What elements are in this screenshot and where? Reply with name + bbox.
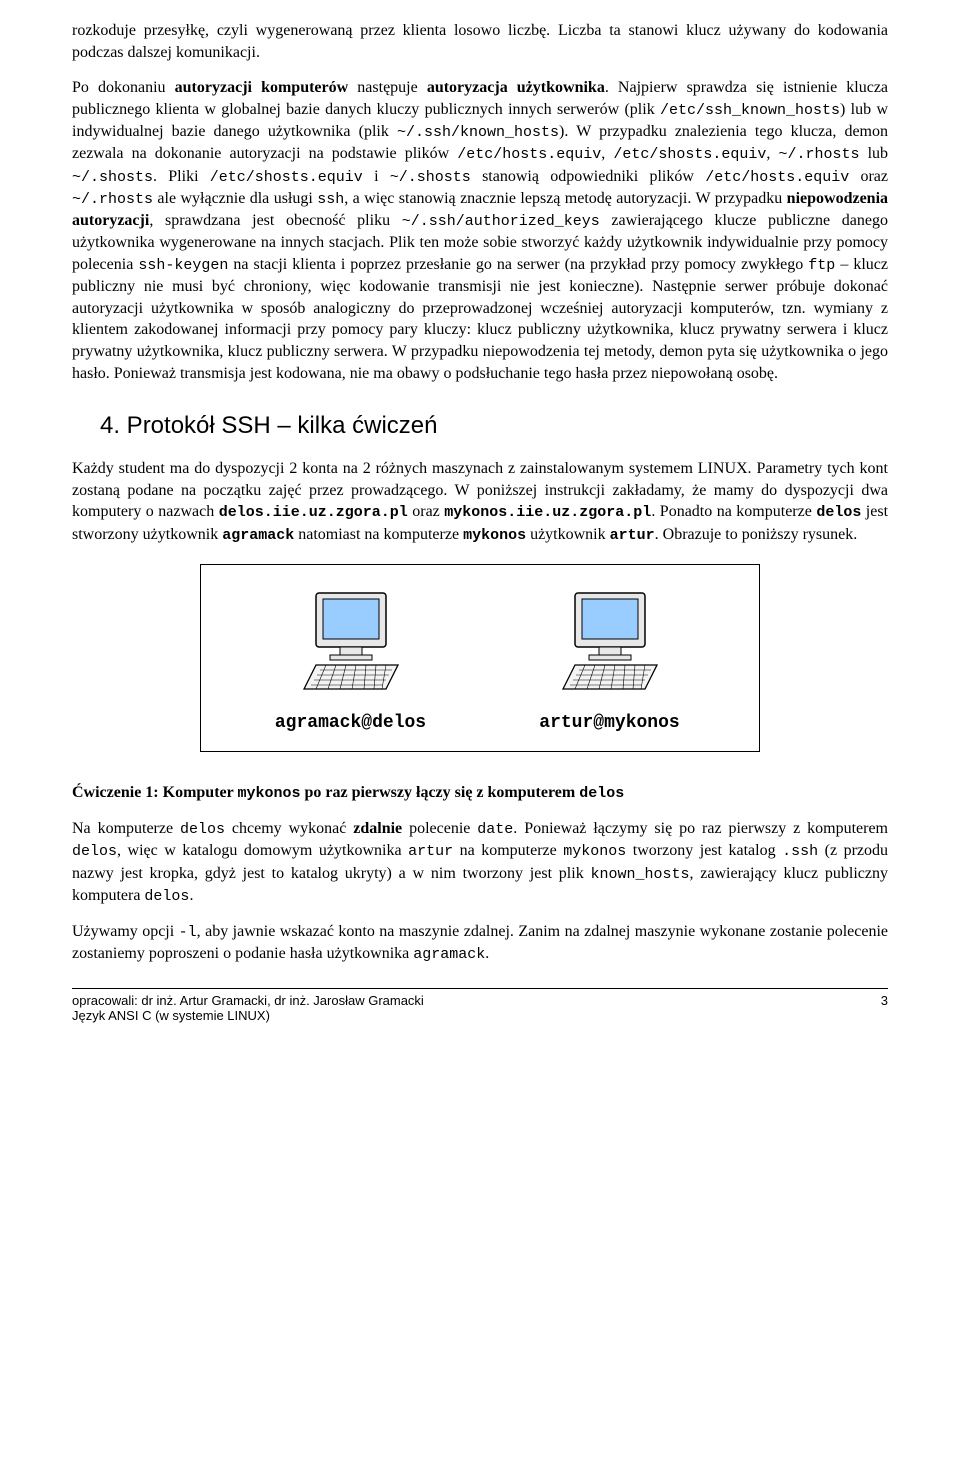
text: chcemy wykonać: [225, 820, 353, 837]
code-host: delos: [180, 821, 225, 838]
page-footer: opracowali: dr inż. Artur Gramacki, dr i…: [72, 988, 888, 1023]
code-host: mykonos.iie.uz.zgora.pl: [444, 504, 651, 521]
exercise-prefix: Ćwiczenie 1: Komputer: [72, 784, 237, 801]
code-user: agramack: [413, 946, 485, 963]
code-host: delos: [579, 785, 624, 802]
code-path: ~/.rhosts: [72, 191, 153, 208]
code-path: ~/.rhosts: [778, 146, 859, 163]
text: ,: [766, 145, 778, 162]
code-path: ~/.ssh/known_hosts: [397, 124, 559, 141]
bold-text: autoryzacja użytkownika: [427, 79, 605, 96]
diagram-labels-row: agramack@delos artur@mykonos: [221, 713, 739, 733]
text: na komputerze: [453, 842, 563, 859]
text: . Ponadto na komputerze: [651, 503, 816, 520]
page-number: 3: [881, 993, 888, 1023]
code-path: ~/.shosts: [390, 169, 471, 186]
code-path: .ssh: [782, 843, 818, 860]
code-path: /etc/hosts.equiv: [705, 169, 849, 186]
text: lub: [860, 145, 889, 162]
code-host: mykonos: [563, 843, 626, 860]
bold-text: autoryzacji komputerów: [175, 79, 349, 96]
network-diagram: agramack@delos artur@mykonos: [200, 564, 760, 752]
exercise-mid: po raz pierwszy łączy się z komputerem: [300, 784, 579, 801]
code-host: delos.iie.uz.zgora.pl: [219, 504, 408, 521]
code-host: delos: [144, 888, 189, 905]
text: oraz: [408, 503, 445, 520]
code-path: /etc/hosts.equiv: [457, 146, 601, 163]
code-option: -l: [179, 924, 197, 941]
code-path: /etc/shosts.equiv: [210, 169, 363, 186]
code-user: artur: [408, 843, 453, 860]
text: , a więc stanowią znacznie lepszą metodę…: [344, 190, 786, 207]
code-cmd: date: [477, 821, 513, 838]
section-heading: 4. Protokół SSH – kilka ćwiczeń: [100, 412, 888, 440]
code-host: mykonos: [463, 527, 526, 544]
code-host: delos: [72, 843, 117, 860]
bold-text: zdalnie: [353, 820, 402, 837]
code-path: /etc/shosts.equiv: [613, 146, 766, 163]
text: – klucz publiczny nie musi być chroniony…: [72, 256, 888, 382]
computer-icon: [555, 589, 665, 699]
code-host: delos: [816, 504, 861, 521]
text: stanowią odpowiedniki plików: [471, 168, 705, 185]
text: na stacji klienta i poprzez przesłanie g…: [228, 256, 808, 273]
text: Po dokonaniu: [72, 79, 175, 96]
code-user: artur: [610, 527, 655, 544]
text: użytkownik: [526, 526, 610, 543]
code-cmd: ftp: [808, 257, 835, 274]
text: .: [485, 945, 489, 962]
code-path: /etc/ssh_known_hosts: [660, 102, 840, 119]
text: Używamy opcji: [72, 923, 179, 940]
computer-label-right: artur@mykonos: [510, 713, 710, 733]
text: , więc w katalogu domowym użytkownika: [117, 842, 408, 859]
text: oraz: [849, 168, 888, 185]
computer-icon: [296, 589, 406, 699]
footer-authors: opracowali: dr inż. Artur Gramacki, dr i…: [72, 993, 424, 1023]
document-page: rozkoduje przesyłkę, czyli wygenerowaną …: [0, 0, 960, 1053]
footer-line2: Język ANSI C (w systemie LINUX): [72, 1008, 424, 1023]
text: następuje: [348, 79, 427, 96]
computer-left: [296, 589, 406, 699]
code-cmd: ssh-keygen: [138, 257, 228, 274]
text: .: [189, 887, 193, 904]
code-cmd: ssh: [317, 191, 344, 208]
code-path: ~/.shosts: [72, 169, 153, 186]
code-path: ~/.ssh/authorized_keys: [402, 213, 600, 230]
text: tworzony jest katalog: [626, 842, 782, 859]
paragraph-option: Używamy opcji -l, aby jawnie wskazać kon…: [72, 921, 888, 966]
exercise-heading: Ćwiczenie 1: Komputer mykonos po raz pie…: [72, 782, 888, 804]
code-path: known_hosts: [590, 866, 689, 883]
text: . Obrazuje to poniższy rysunek.: [655, 526, 858, 543]
text: i: [363, 168, 390, 185]
code-user: agramack: [222, 527, 294, 544]
text: . Pliki: [153, 168, 210, 185]
text: ,: [601, 145, 613, 162]
footer-line1: opracowali: dr inż. Artur Gramacki, dr i…: [72, 993, 424, 1008]
code-host: mykonos: [237, 785, 300, 802]
paragraph-setup: Każdy student ma do dyspozycji 2 konta n…: [72, 458, 888, 546]
text: ale wyłącznie dla usługi: [153, 190, 317, 207]
text: , sprawdzana jest obecność pliku: [149, 212, 401, 229]
text: polecenie: [402, 820, 477, 837]
computer-label-left: agramack@delos: [251, 713, 451, 733]
diagram-computers-row: [221, 589, 739, 699]
paragraph-auth: Po dokonaniu autoryzacji komputerów nast…: [72, 77, 888, 384]
text: natomiast na komputerze: [294, 526, 463, 543]
computer-right: [555, 589, 665, 699]
text: Na komputerze: [72, 820, 180, 837]
paragraph-intro: rozkoduje przesyłkę, czyli wygenerowaną …: [72, 20, 888, 63]
paragraph-exercise-body: Na komputerze delos chcemy wykonać zdaln…: [72, 818, 888, 907]
text: . Ponieważ łączymy się po raz pierwszy z…: [513, 820, 888, 837]
